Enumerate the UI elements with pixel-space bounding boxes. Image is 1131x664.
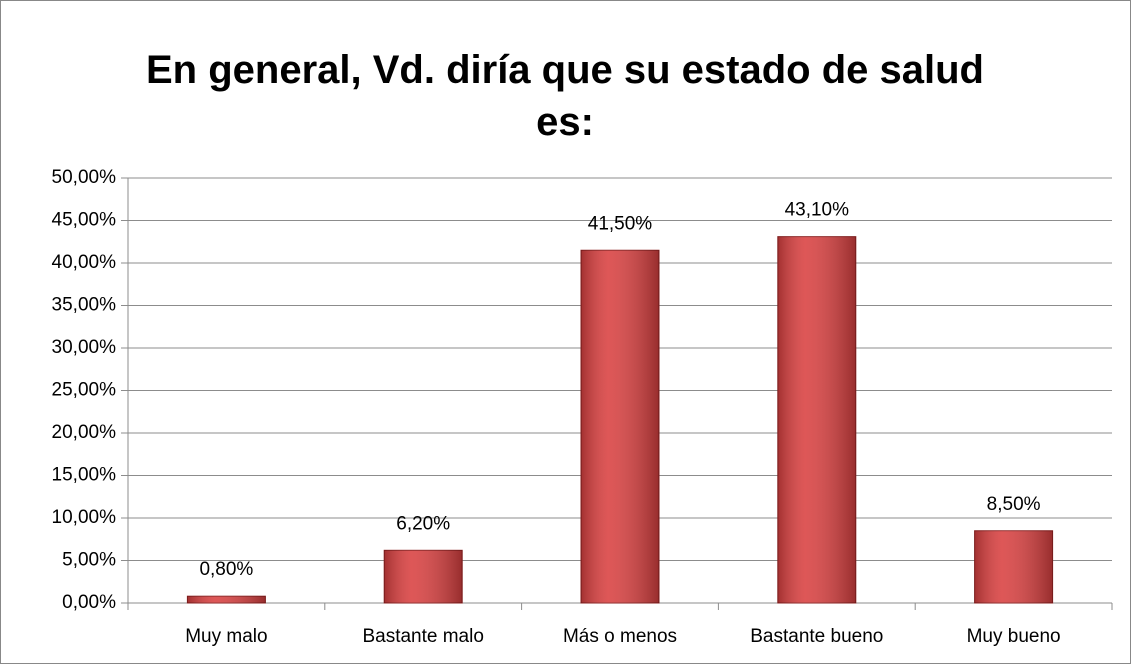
- value-label: 6,20%: [396, 513, 450, 534]
- y-tick-label: 25,00%: [52, 380, 117, 401]
- x-tick-label: Bastante malo: [362, 626, 483, 647]
- value-label: 0,80%: [199, 559, 253, 580]
- y-tick-label: 0,00%: [62, 592, 116, 613]
- y-tick-label: 35,00%: [52, 295, 117, 316]
- y-tick-label: 30,00%: [52, 337, 117, 358]
- bar-shading: [974, 530, 1053, 603]
- x-tick-label: Más o menos: [563, 626, 677, 647]
- x-tick-label: Muy malo: [185, 626, 267, 647]
- value-label: 43,10%: [785, 200, 850, 221]
- bar-shading: [777, 236, 856, 603]
- y-tick-label: 45,00%: [52, 210, 117, 231]
- y-tick-label: 40,00%: [52, 252, 117, 273]
- value-label: 41,50%: [588, 213, 653, 234]
- bar-shading: [187, 596, 266, 603]
- y-tick-label: 5,00%: [62, 550, 116, 571]
- y-tick-label: 15,00%: [52, 465, 117, 486]
- x-tick-label: Muy bueno: [967, 626, 1061, 647]
- chart-title: En general, Vd. diría que su estado de s…: [146, 48, 984, 144]
- bar-shading: [384, 550, 463, 603]
- y-tick-label: 50,00%: [52, 167, 117, 188]
- x-tick-label: Bastante bueno: [750, 626, 883, 647]
- bar-shading: [581, 250, 659, 603]
- value-label: 8,50%: [987, 494, 1041, 515]
- y-tick-label: 10,00%: [52, 507, 117, 528]
- y-tick-label: 20,00%: [52, 422, 117, 443]
